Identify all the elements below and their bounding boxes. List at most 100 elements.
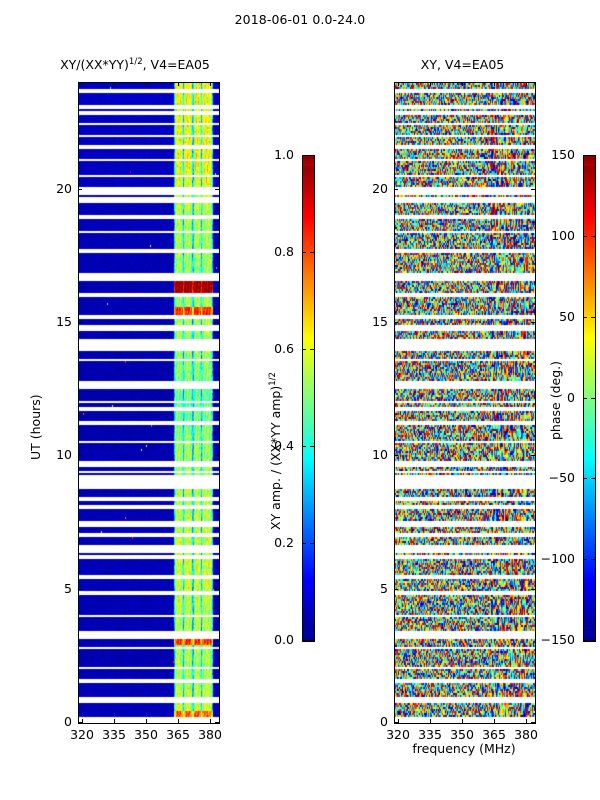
axis-tick-mark	[82, 82, 83, 86]
axis-tick-mark	[583, 398, 587, 399]
amp-colorbar-gradient	[303, 156, 314, 641]
axis-tick-mark	[309, 640, 314, 641]
ytick-label-phase-panel-1: 5	[380, 581, 388, 596]
axis-tick-mark	[394, 189, 398, 190]
axis-tick-mark	[78, 322, 82, 323]
axis-tick-mark	[78, 455, 82, 456]
xtick-label-phase-panel-4: 380	[514, 727, 538, 742]
amp-colorbar-label-main: XY amp. / (XX*YY amp)	[268, 385, 284, 530]
axis-tick-mark	[462, 82, 463, 86]
axis-tick-mark	[302, 349, 306, 350]
axis-tick-mark	[494, 82, 495, 86]
axis-tick-mark	[302, 446, 306, 447]
phase-colorbar-gradient	[584, 156, 595, 641]
axis-tick-mark	[398, 82, 399, 86]
axis-tick-mark	[78, 589, 82, 590]
ytick-label-amp-panel-3: 15	[56, 314, 72, 329]
amp-colorbar-label-exponent: 1/2	[268, 372, 278, 386]
axis-tick-mark	[114, 718, 115, 723]
axis-tick-mark	[210, 718, 211, 723]
colorbar-tick-label-amp-2: 0.4	[274, 438, 294, 453]
axis-tick-mark	[302, 155, 306, 156]
amp-heatmap-image	[79, 83, 219, 723]
xtick-label-phase-panel-0: 320	[386, 727, 410, 742]
axis-tick-mark	[394, 455, 398, 456]
axis-tick-mark	[178, 718, 179, 723]
phase-panel-title-main: XY, V4=EA05	[420, 57, 505, 72]
amp-panel-title-main: XY/(XX*YY)	[60, 57, 129, 73]
colorbar-tick-label-amp-5: 1.0	[274, 147, 294, 162]
colorbar-tick-label-phase-3: 0	[567, 390, 575, 405]
xtick-label-amp-panel-2: 350	[134, 727, 158, 742]
axis-tick-mark	[146, 718, 147, 723]
axis-tick-mark	[394, 589, 398, 590]
axis-tick-mark	[430, 718, 431, 723]
axis-tick-mark	[590, 155, 595, 156]
axis-tick-mark	[309, 446, 314, 447]
phase-panel-title: XY, V4=EA05	[390, 57, 535, 72]
axis-tick-mark	[302, 252, 306, 253]
axis-tick-mark	[309, 252, 314, 253]
axis-tick-mark	[78, 722, 82, 723]
colorbar-tick-label-amp-4: 0.8	[274, 244, 294, 259]
colorbar-tick-label-phase-4: 50	[559, 309, 575, 324]
axis-tick-mark	[583, 640, 587, 641]
colorbar-tick-label-phase-6: 150	[551, 147, 575, 162]
axis-tick-mark	[530, 722, 535, 723]
ytick-label-phase-panel-0: 0	[380, 714, 388, 729]
figure-suptitle: 2018-06-01 0.0-24.0	[234, 12, 366, 27]
axis-tick-mark	[590, 559, 595, 560]
axis-tick-mark	[590, 236, 595, 237]
axis-tick-mark	[302, 543, 306, 544]
axis-tick-mark	[78, 189, 82, 190]
axis-tick-mark	[214, 189, 219, 190]
axis-tick-mark	[430, 82, 431, 86]
amp-panel-title: XY/(XX*YY)1/2, V4=EA05	[45, 57, 225, 72]
axis-tick-mark	[583, 317, 587, 318]
ytick-label-amp-panel-2: 10	[56, 447, 72, 462]
axis-tick-mark	[394, 722, 398, 723]
axis-tick-mark	[530, 322, 535, 323]
ytick-label-amp-panel-1: 5	[64, 581, 72, 596]
axis-tick-mark	[530, 189, 535, 190]
axis-tick-mark	[178, 82, 179, 86]
amp-heatmap-panel[interactable]	[78, 82, 220, 724]
axis-tick-mark	[309, 349, 314, 350]
axis-tick-mark	[530, 455, 535, 456]
colorbar-tick-label-phase-0: −150	[540, 632, 575, 647]
axis-tick-mark	[590, 317, 595, 318]
colorbar-tick-label-amp-0: 0.0	[274, 632, 294, 647]
axis-tick-mark	[210, 82, 211, 86]
axis-tick-mark	[398, 718, 399, 723]
axis-tick-mark	[583, 236, 587, 237]
amp-panel-title-tail: , V4=EA05	[142, 57, 210, 73]
ytick-label-phase-panel-2: 10	[372, 447, 388, 462]
amp-colorbar[interactable]	[302, 155, 315, 642]
axis-tick-mark	[146, 82, 147, 86]
xtick-label-phase-panel-2: 350	[450, 727, 474, 742]
axis-tick-mark	[526, 718, 527, 723]
xtick-label-phase-panel-3: 365	[482, 727, 506, 742]
xtick-label-phase-panel-1: 335	[418, 727, 442, 742]
ytick-label-phase-panel-3: 15	[372, 314, 388, 329]
ytick-label-amp-panel-4: 20	[56, 181, 72, 196]
axis-tick-mark	[82, 718, 83, 723]
amp-panel-title-exponent: 1/2	[128, 57, 143, 67]
xtick-label-amp-panel-1: 335	[102, 727, 126, 742]
colorbar-tick-label-amp-1: 0.2	[274, 535, 294, 550]
xtick-label-amp-panel-0: 320	[70, 727, 94, 742]
frequency-axis-label: frequency (MHz)	[412, 741, 516, 756]
axis-tick-mark	[214, 322, 219, 323]
axis-tick-mark	[394, 322, 398, 323]
axis-tick-mark	[590, 640, 595, 641]
axis-tick-mark	[114, 82, 115, 86]
axis-tick-mark	[214, 589, 219, 590]
axis-tick-mark	[590, 398, 595, 399]
axis-tick-mark	[214, 722, 219, 723]
axis-tick-mark	[309, 155, 314, 156]
colorbar-tick-label-phase-2: −50	[548, 470, 575, 485]
phase-heatmap-panel[interactable]	[394, 82, 536, 724]
axis-tick-mark	[462, 718, 463, 723]
axis-tick-mark	[302, 640, 306, 641]
xtick-label-amp-panel-3: 365	[166, 727, 190, 742]
